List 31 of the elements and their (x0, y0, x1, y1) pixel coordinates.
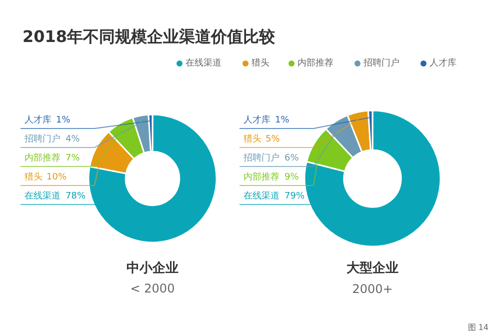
data-label: 1% (56, 116, 71, 126)
slice-label: 内部推荐 (24, 152, 60, 164)
data-label: 5% (266, 134, 280, 144)
data-label: 1% (275, 116, 290, 126)
data-label: 7% (66, 154, 80, 164)
data-label: 79% (284, 192, 305, 202)
text: 2000+ (352, 282, 393, 296)
slice-label: 人才库 (24, 114, 52, 126)
legend-label: 招聘门户 (362, 58, 400, 68)
text: < 2000 (130, 282, 175, 296)
legend-label: 猎头 (252, 58, 270, 68)
data-label: 9% (284, 172, 300, 182)
slice-label: 内部推荐 (244, 172, 280, 182)
slice-label: 在线渠道 (244, 190, 280, 202)
text: 中小企业 (126, 261, 178, 276)
legend-label: 内部推荐 (298, 58, 334, 68)
data-label: 10% (46, 172, 67, 182)
text: 大型企业 (346, 261, 398, 276)
data-label: 78% (66, 192, 86, 202)
legend-label: 人才库 (430, 58, 456, 68)
legend-label: 在线渠道 (186, 58, 222, 68)
caption: 图 14 (468, 323, 489, 332)
slice-label: 在线渠道 (24, 190, 60, 202)
slice-label: 招聘门户 (24, 134, 60, 144)
slice-label: 猎头 (24, 172, 42, 182)
slice-label: 招聘门户 (242, 152, 280, 164)
slice-label: 猎头 (244, 134, 262, 144)
data-label: 4% (66, 134, 80, 144)
chart-title: 2018年不同规模企业渠道价值比较 (22, 27, 276, 46)
data-label: 6% (284, 154, 300, 164)
slice-label: 人才库 (244, 114, 270, 126)
